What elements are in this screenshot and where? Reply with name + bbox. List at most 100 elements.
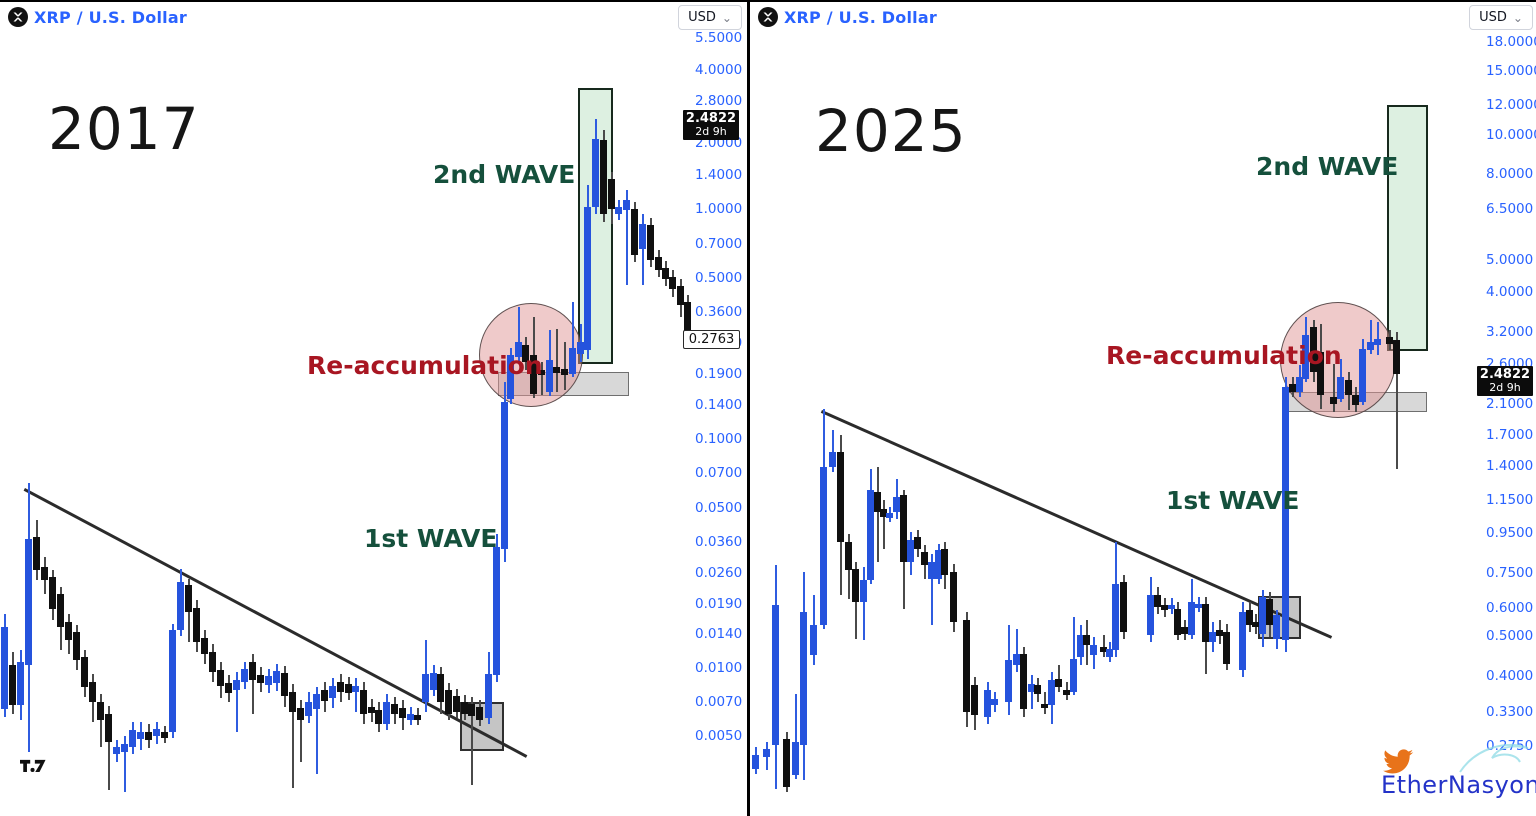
currency-dropdown-2025[interactable]: USD ⌄ <box>1469 5 1533 30</box>
price-axis-tick: 0.0050 <box>695 728 743 744</box>
candle-up <box>25 539 32 665</box>
price-axis-tick: 5.0000 <box>1486 252 1534 268</box>
candle-wick <box>1376 322 1379 355</box>
candle-wick <box>882 500 885 549</box>
candle-wick <box>123 736 126 792</box>
price-axis-tick: 0.0190 <box>695 596 743 612</box>
candle-down <box>1310 327 1317 372</box>
price-axis-tick: 3.2000 <box>1486 324 1534 340</box>
candle-down <box>1083 635 1090 645</box>
price-axis-tick: 0.1000 <box>695 431 743 447</box>
candle-up <box>752 755 759 769</box>
candle-up <box>515 342 522 357</box>
price-axis-tick: 2.8000 <box>695 93 743 109</box>
candle-down <box>1246 610 1253 625</box>
price-axis-tick: 0.0260 <box>695 565 743 581</box>
currency-dropdown-2017[interactable]: USD ⌄ <box>678 5 742 30</box>
candle-up <box>867 490 874 580</box>
candle-down <box>161 732 168 738</box>
candle-up <box>893 497 900 512</box>
candle-up <box>153 729 160 736</box>
candle-down <box>89 682 96 702</box>
candle-down <box>453 696 460 712</box>
candle-down <box>337 682 344 692</box>
candle-up <box>810 625 817 655</box>
candle-down <box>1055 679 1062 687</box>
candle-wick <box>517 307 520 362</box>
candle-down <box>1020 654 1027 709</box>
candle-up <box>935 550 942 579</box>
candle-down <box>655 257 662 270</box>
candle-up <box>169 630 176 732</box>
price-axis-tick: 0.1400 <box>695 397 743 413</box>
candle-down <box>941 549 948 575</box>
candle-down <box>1266 599 1273 625</box>
candle-wick <box>291 684 294 788</box>
candle-down <box>321 690 328 701</box>
candle-up <box>1147 595 1154 635</box>
price-axis-tick: 15.0000 <box>1486 63 1536 79</box>
price-axis-tick: 2.1000 <box>1486 396 1534 412</box>
candle-wick <box>641 214 644 285</box>
candle-down <box>647 225 654 260</box>
candle-down <box>33 537 40 570</box>
candle-up <box>422 674 429 702</box>
candle-down <box>600 140 607 214</box>
candle-up <box>485 674 492 718</box>
candle-up <box>129 730 136 747</box>
price-axis-tick: 1.7000 <box>1486 427 1534 443</box>
candle-wick <box>930 554 933 625</box>
candle-wick <box>1332 364 1335 412</box>
candle-down <box>105 714 112 742</box>
candle-up <box>1048 680 1055 705</box>
candle-up <box>313 694 320 709</box>
price-axis-tick: 0.0140 <box>695 626 743 642</box>
candle-down <box>608 179 615 209</box>
candle-down <box>249 662 256 680</box>
candle-down <box>41 567 48 580</box>
candle-down <box>852 569 859 602</box>
candle-up <box>1077 635 1084 657</box>
year-label-2017: 2017 <box>48 95 200 163</box>
annotation-2nd-wave-2025: 2nd WAVE <box>1256 152 1399 181</box>
candle-down <box>257 675 264 683</box>
candle-down <box>1161 605 1168 610</box>
candle-down <box>289 692 296 712</box>
symbol-title[interactable]: XRP / U.S. Dollar <box>784 7 937 27</box>
candle-up <box>569 348 576 374</box>
candle-wick <box>107 706 110 790</box>
second-wave-target-box[interactable] <box>1387 105 1428 351</box>
candle-up <box>772 605 779 745</box>
price-axis-tick: 0.3600 <box>695 304 743 320</box>
tradingview-logo-icon[interactable] <box>20 758 46 777</box>
current-price-tag-2025: 2.4822 2d 9h <box>1477 366 1533 396</box>
candle-down <box>1063 690 1070 695</box>
candle-down <box>1252 622 1259 627</box>
candle-up <box>577 342 584 354</box>
candle-down <box>914 537 921 549</box>
candle-down <box>399 708 406 718</box>
candle-down <box>1120 582 1127 632</box>
candle-up <box>273 671 280 683</box>
symbol-title[interactable]: XRP / U.S. Dollar <box>34 7 187 27</box>
candle-up <box>984 690 991 717</box>
candle-down <box>684 302 691 333</box>
xrp-logo-icon <box>758 7 778 27</box>
candle-up <box>1337 377 1344 399</box>
candle-down <box>880 509 887 517</box>
price-axis-tick: 8.0000 <box>1486 166 1534 182</box>
candle-wick <box>563 342 566 390</box>
candle-up <box>137 732 144 739</box>
candle-down <box>662 268 669 279</box>
candle-down <box>1202 604 1209 642</box>
symbol-header-2025: XRP / U.S. Dollar <box>758 6 937 28</box>
candle-down <box>530 355 537 394</box>
candle-wick <box>99 694 102 747</box>
year-label-2025: 2025 <box>815 97 967 165</box>
candle-up <box>305 702 312 716</box>
candle-up <box>493 547 500 675</box>
